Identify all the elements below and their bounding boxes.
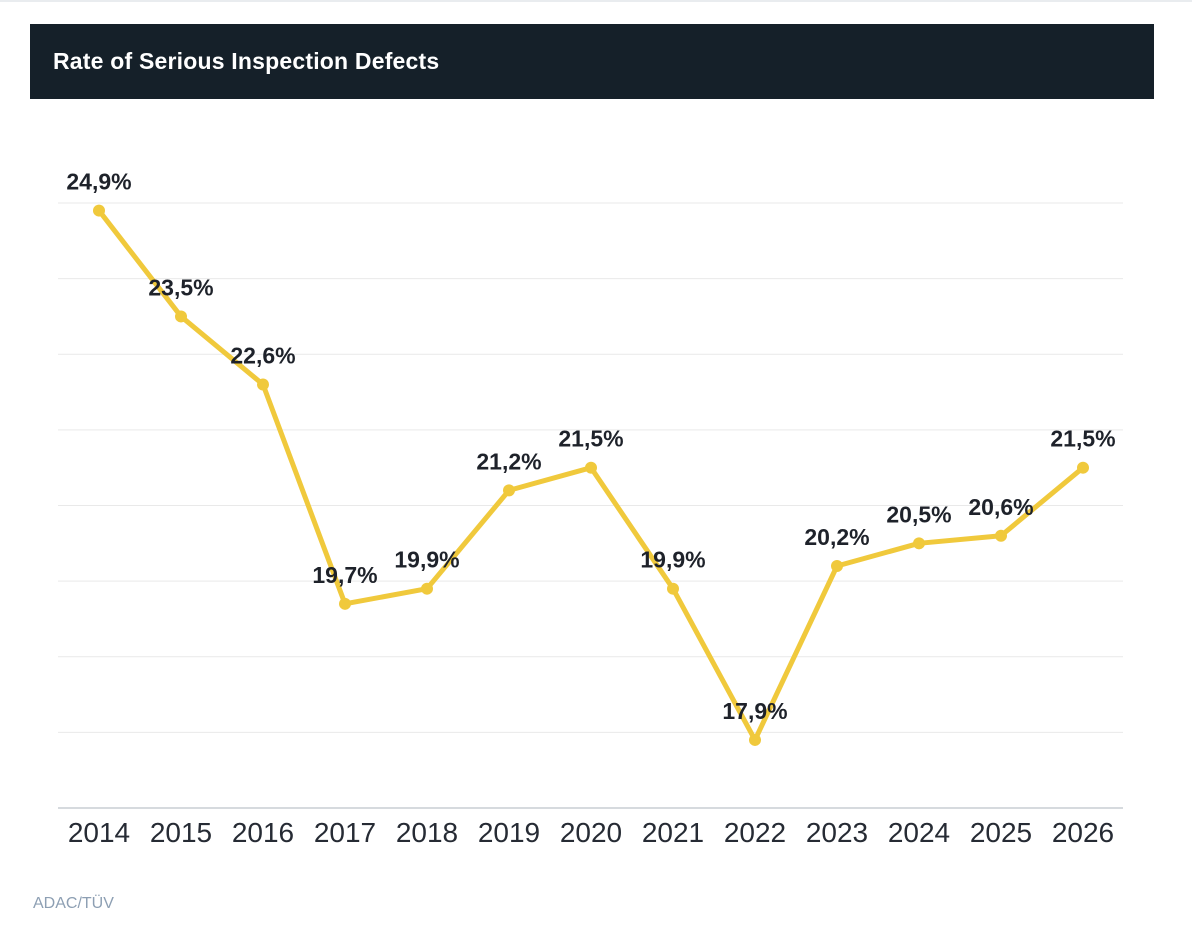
trend-line	[96, 208, 1086, 743]
data-point	[503, 484, 515, 497]
x-tick-label: 2021	[642, 817, 704, 848]
x-tick-label: 2025	[970, 817, 1032, 848]
chart-header: Rate of Serious Inspection Defects	[30, 24, 1154, 99]
value-label: 20,5%	[886, 501, 951, 527]
chart-title: Rate of Serious Inspection Defects	[53, 48, 440, 74]
value-label: 19,7%	[312, 562, 377, 588]
data-point	[175, 310, 187, 323]
value-label: 20,6%	[968, 494, 1033, 520]
x-tick-label: 2020	[560, 817, 622, 848]
x-tick-label: 2023	[806, 817, 868, 848]
x-tick-label: 2024	[888, 817, 950, 848]
value-label: 19,9%	[394, 547, 459, 573]
value-label: 20,2%	[804, 524, 869, 550]
x-tick-label: 2014	[68, 817, 130, 848]
data-point	[93, 204, 105, 217]
x-tick-label: 2016	[232, 817, 294, 848]
page-top-border	[0, 0, 1192, 2]
data-point	[421, 582, 433, 595]
x-tick-label: 2017	[314, 817, 376, 848]
data-point	[913, 537, 925, 550]
value-label: 19,9%	[640, 547, 705, 573]
value-label: 23,5%	[148, 274, 213, 300]
data-point	[585, 461, 597, 474]
data-point	[995, 529, 1007, 542]
x-tick-label: 2018	[396, 817, 458, 848]
x-tick-label: 2019	[478, 817, 540, 848]
data-point	[339, 597, 351, 610]
value-label: 21,2%	[476, 448, 541, 474]
value-label: 21,5%	[1050, 426, 1115, 452]
value-label: 22,6%	[230, 343, 295, 369]
data-point	[831, 560, 843, 572]
x-tick-label: 2015	[150, 817, 212, 848]
data-point	[667, 582, 679, 595]
x-tick-label: 2026	[1052, 817, 1114, 848]
data-point	[749, 733, 761, 746]
x-tick-label: 2022	[724, 817, 786, 848]
value-label: 24,9%	[66, 169, 131, 195]
value-label: 17,9%	[722, 698, 787, 724]
source-caption: ADAC/TÜV	[33, 895, 114, 912]
data-point	[257, 378, 269, 391]
data-point	[1077, 461, 1089, 474]
value-label: 21,5%	[558, 426, 623, 452]
